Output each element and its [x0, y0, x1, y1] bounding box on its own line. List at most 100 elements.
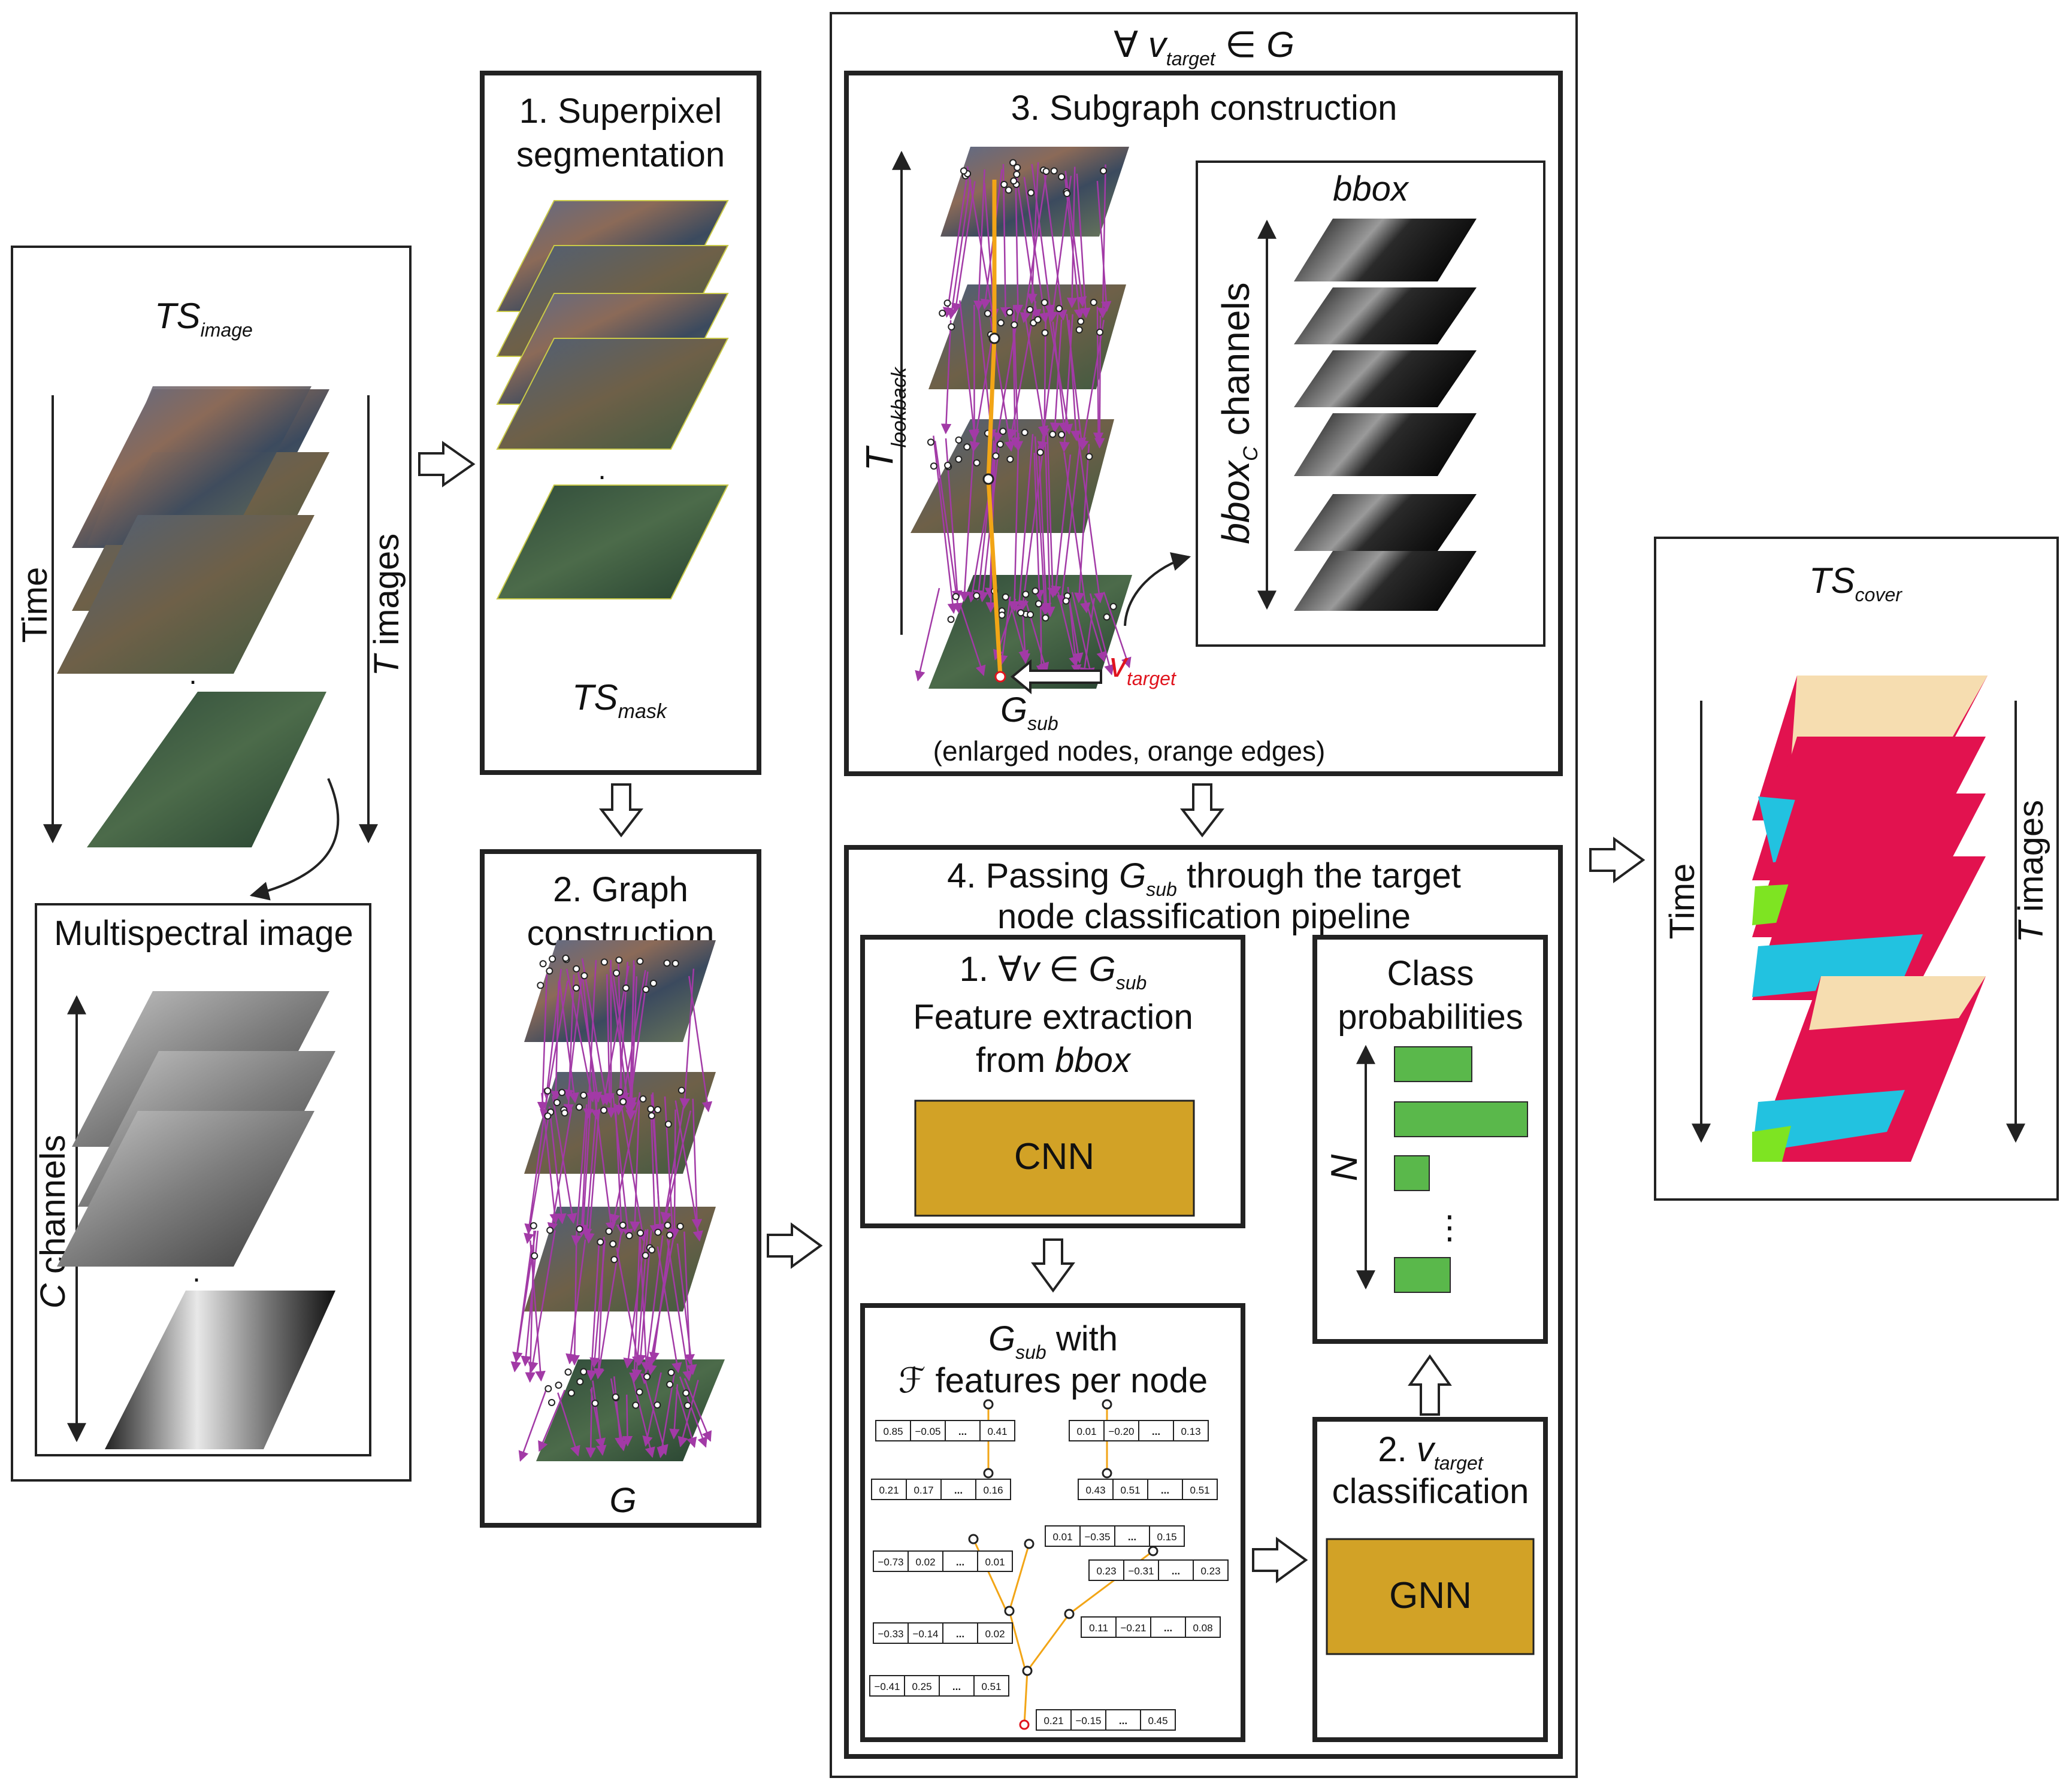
feature-value: 0.51 [981, 1681, 1001, 1692]
feature-value: ... [956, 1556, 964, 1568]
feature-value: 0.51 [1190, 1485, 1209, 1496]
to-bbox-arrow [1124, 552, 1191, 626]
graph-edge [1037, 308, 1060, 452]
segmented-image-stack [496, 200, 729, 599]
target-node [994, 671, 1006, 683]
graph-node [622, 984, 630, 992]
graph-node [610, 1256, 618, 1264]
graph-edge [541, 1092, 560, 1225]
class-probability-bars [1394, 1046, 1528, 1293]
graph-edge [1009, 313, 1021, 448]
feature-value: ... [1152, 1426, 1160, 1437]
feature-node [1102, 1468, 1112, 1479]
feature-value: −0.21 [1120, 1622, 1146, 1634]
cnn-box [914, 1100, 1195, 1217]
feature-value: 0.25 [912, 1681, 931, 1692]
graph-node [576, 1378, 584, 1386]
class-probability-bar [1394, 1257, 1451, 1293]
graph-node [573, 984, 580, 992]
feature-cell [869, 1675, 905, 1697]
subgraph-node [988, 332, 1000, 344]
graph-edge [1051, 454, 1072, 596]
multispectral-panel: Multispectral image C channels . [34, 903, 371, 1456]
graph-node [667, 1368, 675, 1376]
graph-node [1058, 431, 1066, 438]
feature-cell [873, 1622, 909, 1644]
feature-cell [1182, 1479, 1218, 1500]
gsub-label: Gsub [1000, 690, 1058, 734]
graph-edge [585, 1387, 596, 1458]
feature-vector: −0.41 0.25... 0.51 [869, 1675, 1009, 1697]
graph-node [1011, 321, 1018, 329]
graph-edge [669, 1384, 680, 1440]
flow-arrow-right [1589, 837, 1645, 883]
graph-edge [630, 1092, 641, 1232]
graph-node [1014, 163, 1021, 171]
features-box [860, 1303, 1245, 1742]
feature-cell [977, 1622, 1013, 1644]
graph-edge [612, 972, 637, 1108]
graph-node [955, 436, 963, 444]
feature-value: 0.21 [879, 1485, 899, 1496]
feature-vector: 0.01 −0.35... 0.15 [1045, 1525, 1185, 1547]
satellite-image-stack [57, 386, 329, 847]
class-probability-bar [1394, 1046, 1472, 1082]
feature-node [1004, 1606, 1015, 1616]
graph-node [1027, 189, 1035, 196]
graph-edge [635, 1230, 652, 1365]
graph-node [948, 323, 955, 331]
graph-edge [609, 1095, 640, 1225]
graph-node [546, 967, 553, 975]
graph-label: G [609, 1481, 636, 1520]
graph-edge [1093, 306, 1104, 443]
feature-cell [1149, 1525, 1185, 1547]
feature-value: ... [956, 1628, 964, 1640]
ts-image-frame [11, 246, 412, 1482]
graph-node [671, 959, 679, 967]
graph-node [930, 462, 937, 470]
feature-cell [1070, 1709, 1106, 1731]
feature-value: ... [1164, 1622, 1172, 1634]
graph-node [947, 616, 955, 623]
graph-node [636, 1388, 643, 1396]
graph-node [576, 1225, 583, 1233]
graph-node [1041, 329, 1049, 337]
gnn-box [1326, 1538, 1535, 1655]
ts-cover-title: TScover [1809, 561, 1902, 605]
graph-edge [915, 587, 940, 682]
graph-node [562, 955, 570, 962]
step1-title-line2: segmentation [516, 135, 725, 174]
flow-arrow-up [1408, 1354, 1452, 1416]
graph-edge [676, 1387, 697, 1448]
graph-edge [669, 1109, 680, 1240]
graph-edge [1071, 592, 1095, 679]
graph-node [613, 969, 621, 977]
graph-edge [1074, 444, 1090, 604]
graph-node [580, 972, 588, 980]
graph-node [615, 956, 623, 964]
graph-node [1006, 455, 1014, 463]
feature-cell [1173, 1420, 1209, 1441]
graph-edge [582, 979, 602, 1120]
graph-edge [1000, 164, 1011, 318]
graph-edge [661, 1110, 692, 1224]
feature-node [983, 1399, 994, 1410]
feature-vector: −0.73 0.02... 0.01 [873, 1550, 1013, 1572]
graph-node [648, 1112, 655, 1120]
multispectral-title: Multispectral image [54, 914, 353, 953]
graph-node [1096, 328, 1104, 336]
land-cover-region [1809, 976, 1986, 1030]
graph-node [992, 452, 1000, 460]
feature-value: ... [958, 1426, 967, 1437]
graph-edge [1034, 436, 1050, 616]
graph-edge [616, 1247, 643, 1367]
step3-panel: 3. Subgraph construction Tlookback vtarg… [844, 71, 1563, 776]
graph-edge [1103, 592, 1132, 668]
graph-node [963, 443, 971, 451]
feature-value: 0.23 [1096, 1565, 1116, 1577]
graph-node [1006, 308, 1014, 316]
bars-ellipsis: ⋮ [1433, 1210, 1466, 1246]
graph-node [531, 1252, 539, 1260]
